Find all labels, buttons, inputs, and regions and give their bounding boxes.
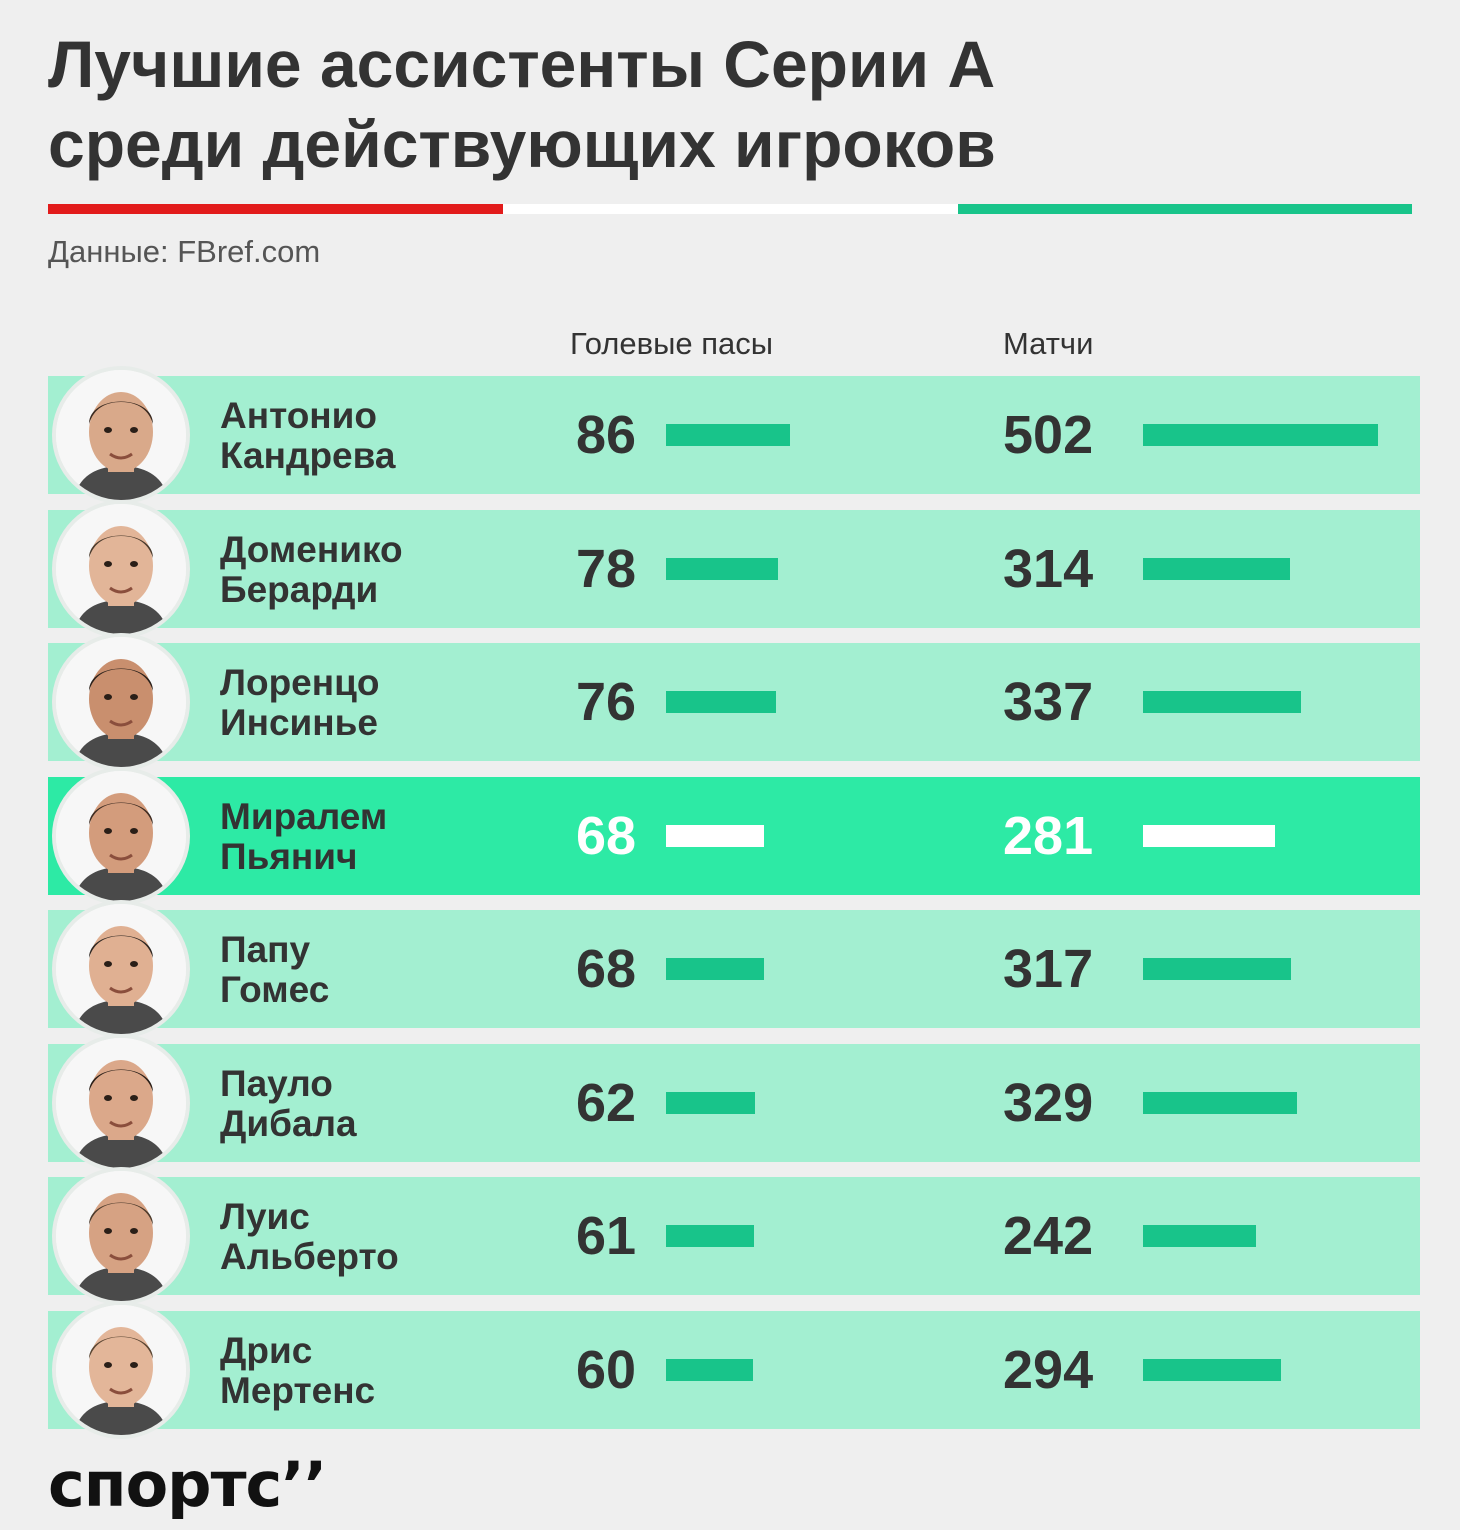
player-last-name: Инсинье — [220, 702, 378, 743]
player-first-name: Доменико — [220, 529, 403, 570]
assists-bar — [666, 825, 764, 847]
data-source: Данные: FBref.com — [48, 234, 321, 269]
matches-value: 317 — [1003, 939, 1094, 999]
player-name: Дрис Мертенс — [220, 1331, 375, 1411]
player-row: Миралем Пьянич 68 281 — [48, 771, 1420, 901]
matches-value: 314 — [1003, 539, 1094, 599]
chart-title: Лучшие ассистенты Серии А среди действую… — [48, 24, 1418, 184]
matches-value: 329 — [1003, 1073, 1094, 1133]
player-last-name: Пьянич — [220, 836, 358, 877]
player-first-name: Луис — [220, 1196, 310, 1237]
player-name: Доменико Берарди — [220, 530, 403, 610]
assists-value: 62 — [575, 1073, 637, 1133]
matches-value: 337 — [1003, 672, 1094, 732]
player-last-name: Альберто — [220, 1236, 399, 1277]
matches-bar — [1143, 1359, 1281, 1381]
matches-value: 281 — [1003, 806, 1094, 866]
matches-bar — [1143, 825, 1275, 847]
assists-bar — [666, 1359, 753, 1381]
player-first-name: Миралем — [220, 796, 388, 837]
player-row: Антонио Кандрева 86 502 — [48, 370, 1420, 500]
column-header-assists: Голевые пасы — [570, 326, 774, 361]
matches-value: 502 — [1003, 405, 1094, 465]
player-row: Лоренцо Инсинье 76 337 — [48, 637, 1420, 767]
player-photo — [56, 637, 186, 767]
player-row: Папу Гомес 68 317 — [48, 904, 1420, 1034]
assists-bar — [666, 1092, 755, 1114]
assists-value: 76 — [575, 672, 637, 732]
title-line-1: Лучшие ассистенты Серии А — [48, 27, 996, 101]
matches-value: 242 — [1003, 1206, 1094, 1266]
title-line-2: среди действующих игроков — [48, 107, 996, 181]
player-name: Пауло Дибала — [220, 1064, 357, 1144]
player-photo — [56, 1305, 186, 1435]
assists-value: 68 — [575, 806, 637, 866]
player-name: Папу Гомес — [220, 930, 329, 1010]
matches-value: 294 — [1003, 1340, 1094, 1400]
matches-bar — [1143, 1225, 1256, 1247]
assists-value: 61 — [575, 1206, 637, 1266]
player-row: Дрис Мертенс 60 294 — [48, 1305, 1420, 1435]
assists-bar — [666, 558, 778, 580]
assists-bar — [666, 958, 764, 980]
player-photo — [56, 904, 186, 1034]
assists-value: 60 — [575, 1340, 637, 1400]
flag-stripe-green — [958, 204, 1412, 214]
column-header-matches: Матчи — [1003, 326, 1094, 361]
player-first-name: Дрис — [220, 1330, 313, 1371]
player-name: Антонио Кандрева — [220, 396, 395, 476]
player-first-name: Папу — [220, 929, 311, 970]
flag-stripe-red — [48, 204, 503, 214]
player-last-name: Берарди — [220, 569, 379, 610]
player-photo — [56, 504, 186, 634]
player-last-name: Кандрева — [220, 435, 396, 476]
sports-logo: спортс’’ — [48, 1448, 327, 1521]
matches-bar — [1143, 958, 1291, 980]
flag-stripe-white — [503, 204, 958, 214]
matches-bar — [1143, 1092, 1297, 1114]
assists-value: 68 — [575, 939, 637, 999]
player-name: Миралем Пьянич — [220, 797, 387, 877]
assists-bar — [666, 1225, 754, 1247]
player-photo — [56, 1171, 186, 1301]
player-name: Луис Альберто — [220, 1197, 399, 1277]
player-last-name: Дибала — [220, 1103, 357, 1144]
matches-bar — [1143, 424, 1378, 446]
player-row: Доменико Берарди 78 314 — [48, 504, 1420, 634]
assists-value: 86 — [575, 405, 637, 465]
matches-bar — [1143, 691, 1301, 713]
matches-bar — [1143, 558, 1290, 580]
player-first-name: Антонио — [220, 395, 377, 436]
assists-bar — [666, 424, 790, 446]
player-photo — [56, 370, 186, 500]
player-name: Лоренцо Инсинье — [220, 663, 379, 743]
player-first-name: Лоренцо — [220, 662, 380, 703]
assists-value: 78 — [575, 539, 637, 599]
player-first-name: Пауло — [220, 1063, 333, 1104]
player-photo — [56, 771, 186, 901]
player-last-name: Гомес — [220, 969, 330, 1010]
player-last-name: Мертенс — [220, 1370, 376, 1411]
player-row: Луис Альберто 61 242 — [48, 1171, 1420, 1301]
player-photo — [56, 1038, 186, 1168]
player-row: Пауло Дибала 62 329 — [48, 1038, 1420, 1168]
assists-bar — [666, 691, 776, 713]
